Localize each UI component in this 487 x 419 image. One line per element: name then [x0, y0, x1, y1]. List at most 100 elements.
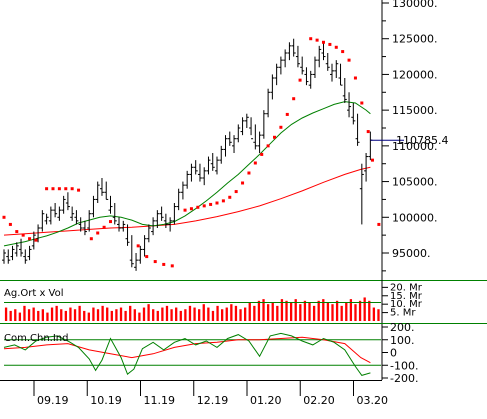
volume-bar	[106, 307, 109, 321]
volume-bar	[170, 309, 173, 321]
sar-dot	[215, 201, 219, 205]
volume-bar	[101, 305, 104, 321]
sar-dot	[377, 222, 381, 226]
sar-dot	[247, 171, 251, 175]
month-tick-label: 02.20	[303, 394, 335, 407]
volume-bar	[248, 302, 251, 321]
volume-tick-label: 15. Mr	[390, 291, 423, 302]
volume-bar	[349, 299, 353, 321]
volume-bar	[46, 312, 49, 321]
volume-bar	[78, 305, 81, 321]
sar-dot	[145, 255, 149, 259]
volume-bar	[165, 305, 169, 321]
volume-bar	[161, 307, 164, 321]
sar-dot	[70, 187, 74, 191]
sar-dot	[221, 199, 225, 203]
volume-bar	[179, 310, 182, 321]
volume-bar	[285, 300, 288, 321]
volume-tick-label: 20. Mr	[390, 282, 423, 293]
volume-bar	[115, 309, 118, 321]
sar-dot	[170, 264, 174, 268]
sar-dot	[2, 215, 6, 219]
price-tick-label: 105000.	[392, 176, 438, 189]
volume-bar	[271, 302, 274, 321]
volume-bar	[110, 310, 113, 321]
volume-bar	[372, 307, 376, 321]
month-tick-label: 10.19	[90, 394, 122, 407]
volume-bar	[289, 302, 293, 321]
volume-bar	[55, 305, 58, 321]
volume-bar	[119, 307, 123, 321]
volume-bar	[294, 299, 297, 321]
volume-bar	[188, 305, 192, 321]
volume-bar	[358, 300, 362, 321]
volume-bar	[276, 305, 279, 321]
sar-dot	[241, 181, 245, 185]
sar-dot	[89, 237, 93, 241]
volume-bar	[83, 310, 86, 321]
month-tick-label: 03.20	[356, 394, 388, 407]
cci-tick-label: 200.	[390, 321, 415, 334]
cci-tick-label: -100.	[390, 359, 418, 372]
volume-bar	[64, 310, 67, 321]
volume-bar	[50, 307, 54, 321]
volume-bar	[23, 305, 26, 321]
volume-bar	[129, 305, 132, 321]
volume-bar	[253, 305, 256, 321]
sar-dot	[209, 202, 213, 206]
sar-dot	[34, 238, 38, 242]
volume-pane-title: Ag.Ort x Vol	[4, 288, 64, 299]
volume-bar	[322, 299, 325, 321]
volume-bar	[4, 307, 8, 321]
sar-dot	[298, 78, 302, 82]
volume-bar	[138, 312, 141, 321]
volume-bar	[142, 307, 146, 321]
volume-bar	[299, 304, 302, 321]
volume-bar	[331, 304, 334, 321]
volume-bar	[326, 302, 330, 321]
price-tick-label: 130000.	[392, 0, 438, 10]
volume-bar	[308, 302, 311, 321]
sar-dot	[328, 42, 332, 46]
volume-bar	[156, 310, 159, 321]
sar-dot	[136, 244, 140, 248]
volume-bar	[18, 312, 22, 321]
volume-bar	[193, 307, 196, 321]
last-price-label: 110785.4	[396, 134, 449, 147]
volume-bar	[14, 309, 17, 321]
volume-tick-label: 10. Mr	[390, 299, 423, 310]
volume-bar	[230, 304, 233, 321]
volume-bar	[243, 307, 247, 321]
sar-dot	[153, 260, 157, 264]
volume-bar	[87, 312, 90, 321]
cci-tick-label: 100.	[390, 334, 415, 347]
volume-bar	[60, 309, 63, 321]
volume-bar	[239, 309, 242, 321]
cci-line	[3, 332, 371, 376]
sar-dot	[253, 161, 257, 165]
volume-bar	[37, 310, 40, 321]
sar-dot	[51, 187, 55, 191]
volume-bar	[335, 300, 339, 321]
sar-dot	[334, 45, 338, 49]
sar-dot	[292, 97, 296, 101]
volume-bar	[32, 307, 35, 321]
sar-dot	[360, 101, 364, 105]
ma-short-line	[3, 101, 371, 247]
cci-pane: 200.100.0-100.-200.	[0, 321, 418, 385]
volume-bar	[73, 309, 77, 321]
volume-bar	[345, 302, 348, 321]
volume-bar	[340, 305, 343, 321]
volume-bar	[133, 309, 136, 321]
volume-bar	[368, 300, 371, 321]
volume-bar	[124, 310, 127, 321]
price-tick-label: 110000.	[392, 140, 438, 153]
volume-bar	[175, 307, 178, 321]
cci-pane-title: Com.Chn.Ind	[4, 333, 69, 344]
volume-bar	[225, 307, 228, 321]
volume-bar	[262, 299, 265, 321]
month-tick-label: 11.19	[143, 394, 175, 407]
